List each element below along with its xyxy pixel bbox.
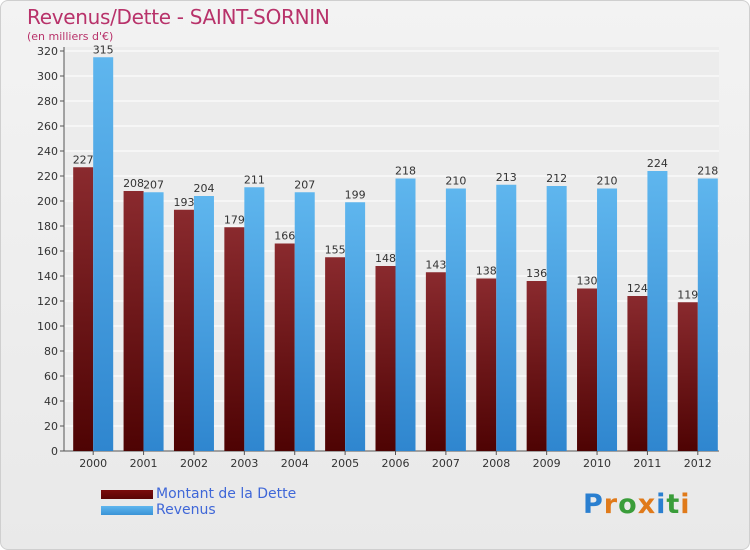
legend-swatch-revenus [101, 506, 153, 515]
y-tick-label: 180 [37, 220, 58, 233]
x-tick-label-2002: 2002 [180, 457, 208, 470]
chart-title: Revenus/Dette - SAINT-SORNIN [27, 5, 330, 29]
x-tick-label-2001: 2001 [130, 457, 158, 470]
y-tick-label: 80 [44, 345, 58, 358]
y-tick-label: 120 [37, 295, 58, 308]
x-tick-label-2010: 2010 [583, 457, 611, 470]
x-tick-label-2011: 2011 [633, 457, 661, 470]
value-label-dette-2001: 208 [123, 177, 144, 190]
y-tick-label: 320 [37, 45, 58, 58]
logo-letter: i [680, 489, 691, 520]
value-label-revenus-2011: 224 [647, 157, 668, 170]
bar-revenus-2006 [395, 178, 416, 451]
y-tick-label: 0 [51, 445, 58, 458]
bar-dette-2002 [173, 209, 194, 451]
value-label-dette-2006: 148 [375, 252, 396, 265]
bar-revenus-2003 [244, 187, 265, 451]
y-tick-label: 300 [37, 70, 58, 83]
logo-letter: t [666, 489, 681, 520]
y-tick-label: 60 [44, 370, 58, 383]
value-label-dette-2004: 166 [274, 230, 295, 243]
x-tick-label-2007: 2007 [432, 457, 460, 470]
legend-label-revenus: Revenus [156, 502, 216, 518]
chart-subtitle: (en milliers d'€) [27, 30, 114, 43]
value-label-dette-2007: 143 [425, 258, 446, 271]
bar-revenus-2007 [445, 188, 466, 451]
bar-dette-2007 [425, 272, 446, 451]
value-label-revenus-2003: 211 [244, 173, 265, 186]
x-tick-label-2012: 2012 [684, 457, 712, 470]
value-label-revenus-2012: 218 [697, 165, 718, 178]
y-tick-label: 220 [37, 170, 58, 183]
x-tick-label-2003: 2003 [230, 457, 258, 470]
y-tick-label: 100 [37, 320, 58, 333]
y-tick-label: 160 [37, 245, 58, 258]
value-label-dette-2002: 193 [173, 196, 194, 209]
y-tick-label: 280 [37, 95, 58, 108]
y-tick-label: 260 [37, 120, 58, 133]
y-tick-label: 200 [37, 195, 58, 208]
value-label-dette-2011: 124 [627, 282, 648, 295]
value-label-revenus-2008: 213 [496, 171, 517, 184]
value-label-revenus-2006: 218 [395, 165, 416, 178]
y-tick-label: 240 [37, 145, 58, 158]
bar-dette-2003 [224, 227, 245, 451]
x-tick-label-2005: 2005 [331, 457, 359, 470]
value-label-dette-2000: 227 [73, 153, 94, 166]
value-label-revenus-2009: 212 [546, 172, 567, 185]
bar-dette-2009 [526, 281, 547, 451]
bar-revenus-2005 [345, 202, 366, 451]
bar-dette-2011 [627, 296, 648, 451]
bar-dette-2010 [577, 288, 598, 451]
y-tick-label: 20 [44, 420, 58, 433]
logo-letter: i [656, 489, 667, 520]
x-tick-label-2004: 2004 [281, 457, 309, 470]
x-tick-label-2008: 2008 [482, 457, 510, 470]
bar-dette-2005 [325, 257, 346, 451]
value-label-dette-2010: 130 [577, 275, 598, 288]
bar-dette-2006 [375, 266, 396, 451]
x-tick-label-2009: 2009 [533, 457, 561, 470]
bar-revenus-2011 [647, 171, 668, 451]
value-label-dette-2005: 155 [325, 243, 346, 256]
legend-label-dette: Montant de la Dette [156, 486, 297, 502]
value-label-revenus-2002: 204 [193, 182, 214, 195]
proxiti-logo: Proxiti [583, 489, 691, 520]
bar-revenus-2008 [496, 184, 517, 451]
bar-dette-2001 [123, 191, 144, 451]
logo-letter: r [603, 489, 619, 520]
bar-revenus-2001 [143, 192, 164, 451]
bar-revenus-2004 [294, 192, 315, 451]
value-label-revenus-2001: 207 [143, 178, 164, 191]
y-tick-label: 140 [37, 270, 58, 283]
value-label-revenus-2000: 315 [93, 43, 114, 56]
bar-revenus-2009 [546, 186, 567, 451]
value-label-revenus-2007: 210 [445, 175, 466, 188]
value-label-dette-2012: 119 [677, 288, 698, 301]
y-tick-label: 40 [44, 395, 58, 408]
logo-letter: x [637, 489, 657, 520]
value-label-revenus-2004: 207 [294, 178, 315, 191]
value-label-dette-2008: 138 [476, 265, 497, 278]
logo-letter: P [583, 489, 604, 520]
bar-revenus-2010 [597, 188, 618, 451]
value-label-dette-2009: 136 [526, 267, 547, 280]
legend-swatch-dette [101, 490, 153, 499]
value-label-dette-2003: 179 [224, 213, 245, 226]
bar-dette-2004 [274, 243, 295, 451]
value-label-revenus-2005: 199 [345, 188, 366, 201]
value-label-revenus-2010: 210 [597, 175, 618, 188]
bar-revenus-2002 [193, 196, 214, 451]
x-tick-label-2006: 2006 [382, 457, 410, 470]
bar-dette-2008 [476, 278, 497, 451]
bar-revenus-2012 [697, 178, 718, 451]
logo-letter: o [618, 489, 638, 520]
bar-dette-2000 [73, 167, 94, 451]
bar-revenus-2000 [93, 57, 114, 451]
x-tick-label-2000: 2000 [79, 457, 107, 470]
bar-dette-2012 [677, 302, 698, 451]
